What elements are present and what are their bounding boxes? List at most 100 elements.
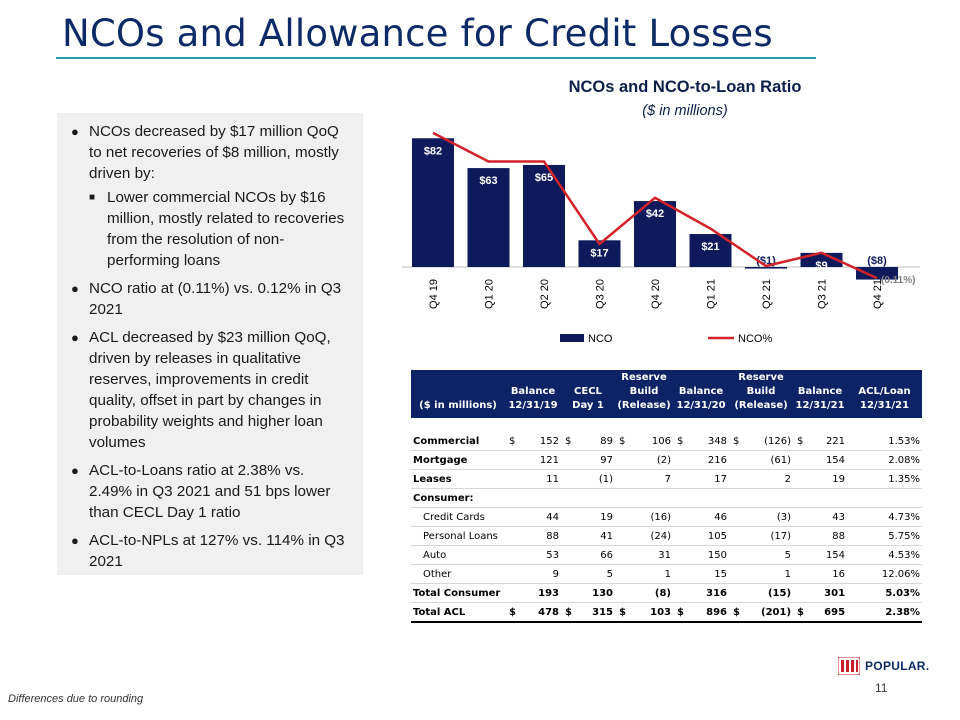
currency-cell: [793, 488, 810, 508]
x-tick-label: Q1 21: [706, 279, 718, 309]
table-header-cell: Balance: [673, 384, 730, 398]
currency-cell: [673, 488, 690, 508]
currency-cell: $: [615, 602, 631, 623]
table-cell: 15: [689, 564, 730, 584]
table-cell: 17: [689, 469, 730, 489]
currency-cell: [673, 583, 690, 603]
bullet-dot-icon: ●: [71, 463, 79, 478]
bullet-text: NCO ratio at (0.11%) vs. 0.12% in Q3 202…: [89, 280, 342, 318]
currency-cell: [505, 564, 523, 584]
table-cell: 2.38%: [847, 602, 923, 623]
currency-cell: $: [793, 432, 810, 451]
legend-label-nco: NCO: [588, 333, 613, 345]
table-header-cell: 12/31/21: [793, 398, 848, 418]
table-cell: 348: [689, 432, 730, 451]
currency-cell: [615, 564, 631, 584]
table-header-row: Reserve Reserve: [411, 370, 923, 384]
currency-cell: $: [505, 432, 523, 451]
square-bullet-icon: ■: [89, 192, 96, 203]
table-cell: 478: [523, 602, 561, 623]
table-header-cell: [793, 370, 848, 384]
currency-cell: [561, 507, 577, 527]
table-cell: 106: [631, 432, 674, 451]
table-cell: 19: [577, 507, 615, 527]
table-cell: 97: [577, 450, 615, 470]
table-header-cell: [411, 384, 505, 398]
footnote: Differences due to rounding: [8, 693, 144, 705]
currency-cell: [505, 545, 523, 565]
table-cell: 66: [577, 545, 615, 565]
x-tick-label: Q4 20: [650, 279, 662, 309]
nco-bar: [634, 201, 676, 267]
currency-cell: [561, 450, 577, 470]
table-cell: 315: [577, 602, 615, 623]
table-header-cell: [561, 370, 615, 384]
nco-data-label: $65: [535, 172, 553, 184]
table-row: Credit Cards 44 19 (16) 46 (3) 43 4.73%: [411, 507, 923, 527]
currency-cell: [793, 545, 810, 565]
table-cell: 5.75%: [847, 526, 923, 546]
currency-cell: [615, 450, 631, 470]
currency-cell: [561, 583, 577, 603]
currency-cell: $: [505, 602, 523, 623]
currency-cell: [505, 583, 523, 603]
table-cell: (24): [631, 526, 674, 546]
currency-cell: [561, 545, 577, 565]
x-tick-label: Q3 21: [817, 279, 829, 309]
row-label: Consumer:: [411, 488, 505, 508]
bullet-item: ● NCOs decreased by $17 million QoQ to ne…: [71, 121, 349, 184]
currency-cell: [615, 507, 631, 527]
currency-cell: [673, 526, 690, 546]
table-cell: (15): [745, 583, 794, 603]
table-cell: 105: [689, 526, 730, 546]
table-row: Auto 53 66 31 150 5 154 4.53%: [411, 545, 923, 565]
currency-cell: [561, 526, 577, 546]
table-row: Personal Loans 88 41 (24) 105 (17) 88 5.75%: [411, 526, 923, 546]
table-header-row: Balance CECL Build Balance Build Balance ACL/L…: [411, 384, 923, 398]
ratio-data-label: 1.21%: [417, 128, 445, 130]
table-cell: 7: [631, 469, 674, 489]
table-cell: 121: [523, 450, 561, 470]
row-label: Leases: [411, 469, 505, 489]
currency-cell: [729, 469, 746, 489]
row-label: Commercial: [411, 432, 505, 451]
title-divider: [56, 57, 816, 59]
nco-bar: [467, 168, 510, 267]
nco-data-label: $82: [424, 145, 442, 157]
page-title: NCOs and Allowance for Credit Losses: [62, 12, 773, 55]
table-cell: 301: [809, 583, 848, 603]
table-cell: 4.73%: [847, 507, 923, 527]
bullet-text: ACL-to-NPLs at 127% vs. 114% in Q3 2021: [89, 532, 345, 570]
bullet-dot-icon: ●: [71, 533, 79, 548]
table-cell: 4.53%: [847, 545, 923, 565]
row-label: Total ACL: [411, 602, 505, 623]
table-cell: (3): [745, 507, 794, 527]
ratio-data-label: (0.11%): [881, 275, 915, 286]
bullet-dot-icon: ●: [71, 124, 79, 139]
table-cell: 152: [523, 432, 561, 451]
table-row: Mortgage 121 97 (2) 216 (61) 154 2.08%: [411, 450, 923, 470]
currency-cell: [505, 469, 523, 489]
nco-chart: $82 Q4 19 $63 Q1 20 $65 Q2 20 $17 Q3 20 $42 Q4 20…: [402, 128, 920, 345]
table-cell: 221: [809, 432, 848, 451]
currency-cell: [615, 488, 631, 508]
table-cell: 154: [809, 545, 848, 565]
table-cell: 12.06%: [847, 564, 923, 584]
table-cell: (8): [631, 583, 674, 603]
row-label: Credit Cards: [411, 507, 505, 527]
bullet-item: ● ACL decreased by $23 million QoQ, drive…: [71, 327, 349, 453]
table-cell: [745, 488, 794, 508]
table-header-cell: Balance: [793, 384, 848, 398]
currency-cell: [505, 450, 523, 470]
table-cell: 41: [577, 526, 615, 546]
table-row: Total Consumer 193 130 (8) 316 (15) 301 5.03%: [411, 583, 923, 603]
table-header-cell: 12/31/21: [847, 398, 923, 418]
table-cell: 9: [523, 564, 561, 584]
nco-data-label: ($8): [867, 255, 887, 267]
x-tick-label: Q2 20: [539, 279, 551, 309]
table-row: Leases 11 (1) 7 17 2 19 1.35%: [411, 469, 923, 489]
summary-bullets-panel: ● NCOs decreased by $17 million QoQ to ne…: [57, 113, 363, 575]
table-cell: 1.35%: [847, 469, 923, 489]
row-label: Personal Loans: [411, 526, 505, 546]
table-cell: 31: [631, 545, 674, 565]
